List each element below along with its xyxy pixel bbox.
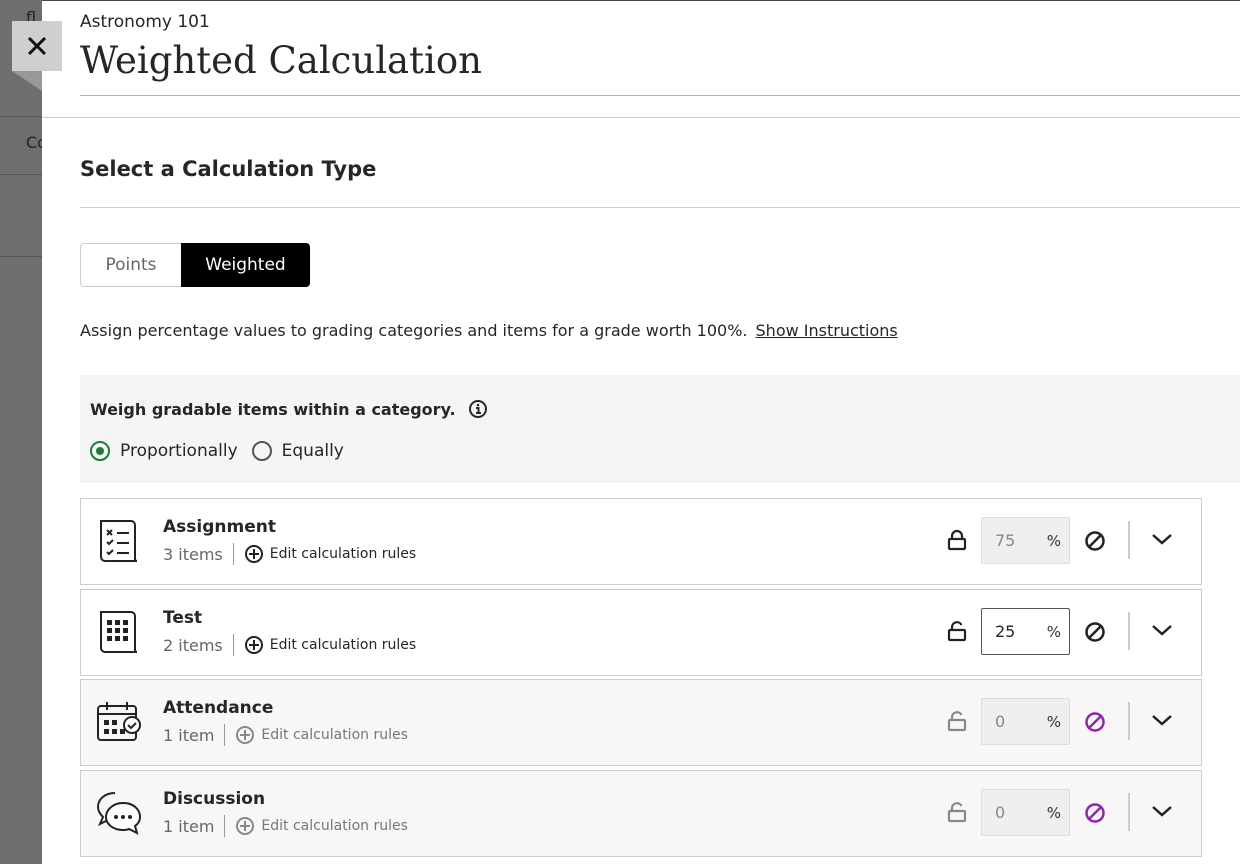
section-title: Select a Calculation Type [80, 157, 377, 181]
chevron-down-icon[interactable] [1150, 622, 1174, 642]
percent-sign: % [1046, 803, 1061, 822]
percent-sign: % [1046, 712, 1061, 731]
weight-value: 75 [995, 531, 1016, 550]
weight-value: 0 [995, 712, 1006, 731]
lock-icon[interactable] [947, 529, 967, 555]
section-divider [80, 207, 1240, 208]
edit-rules-label: Edit calculation rules [269, 546, 417, 562]
unlock-icon[interactable] [947, 710, 967, 736]
weight-value: 25 [995, 622, 1016, 641]
category-row-attendance: Attendance 1 item Edit calculation rules… [80, 679, 1202, 766]
weight-input[interactable]: 75% [981, 517, 1070, 564]
edit-calculation-rules-link[interactable]: Edit calculation rules [244, 544, 416, 564]
edit-rules-label: Edit calculation rules [261, 818, 408, 834]
item-count: 1 item [163, 725, 215, 745]
item-count: 1 item [163, 816, 215, 836]
header-divider [42, 117, 1240, 118]
edit-calculation-rules-link[interactable]: Edit calculation rules [244, 635, 416, 655]
close-button[interactable] [12, 21, 62, 71]
description-text: Assign percentage values to grading cate… [80, 321, 748, 340]
weigh-options: Weigh gradable items within a category. … [80, 375, 1240, 483]
weight-value: 0 [995, 803, 1006, 822]
info-icon[interactable] [468, 399, 488, 419]
chevron-down-icon[interactable] [1150, 712, 1174, 732]
weigh-question: Weigh gradable items within a category. [90, 399, 456, 419]
radio-selected-icon [90, 441, 110, 461]
divider [1128, 521, 1130, 559]
assignment-checklist-icon [95, 517, 143, 569]
edit-rules-label: Edit calculation rules [269, 637, 417, 653]
weighted-calculation-panel: Astronomy 101 Weighted Calculation Selec… [42, 0, 1240, 864]
page-title: Weighted Calculation [80, 39, 482, 82]
item-count: 2 items [163, 635, 223, 655]
radio-equally[interactable]: Equally [251, 441, 344, 461]
percent-sign: % [1046, 531, 1061, 550]
test-grid-icon [95, 608, 143, 660]
exclude-icon[interactable] [1084, 711, 1106, 737]
chevron-down-icon[interactable] [1150, 531, 1174, 551]
background-text: Co [26, 133, 42, 152]
radio-label: Proportionally [120, 441, 238, 461]
course-name: Astronomy 101 [80, 12, 210, 32]
weighted-button[interactable]: Weighted [181, 243, 310, 287]
category-name: Assignment [163, 517, 276, 537]
close-flap [12, 71, 42, 91]
divider [1128, 702, 1130, 740]
background-text: fl [26, 8, 37, 27]
category-name: Test [163, 608, 203, 628]
category-row-assignment: Assignment 3 items Edit calculation rule… [80, 498, 1202, 585]
divider [1128, 793, 1130, 831]
separator [232, 634, 234, 656]
plus-circle-icon [244, 545, 263, 563]
weight-input[interactable]: 25% [981, 608, 1070, 655]
separator [224, 724, 226, 746]
unlock-icon[interactable] [947, 620, 967, 646]
category-name: Attendance [163, 698, 274, 718]
calculation-type-toggle: Points Weighted [80, 243, 310, 287]
plus-circle-icon [236, 726, 255, 744]
category-name: Discussion [163, 789, 266, 809]
exclude-icon[interactable] [1084, 802, 1106, 828]
edit-calculation-rules-link: Edit calculation rules [235, 816, 408, 836]
category-row-test: Test 2 items Edit calculation rules 25% [80, 589, 1202, 676]
radio-proportionally[interactable]: Proportionally [90, 441, 238, 461]
unlock-icon[interactable] [947, 801, 967, 827]
title-divider [80, 95, 1240, 96]
item-count: 3 items [163, 544, 223, 564]
exclude-icon[interactable] [1084, 621, 1106, 647]
plus-circle-icon [244, 636, 263, 654]
chevron-down-icon[interactable] [1150, 803, 1174, 823]
weight-input[interactable]: 0% [981, 698, 1070, 745]
background-page: fl Co [0, 0, 42, 864]
attendance-calendar-icon [95, 698, 143, 750]
show-instructions-link[interactable]: Show Instructions [755, 321, 898, 340]
description: Assign percentage values to grading cate… [80, 321, 898, 340]
radio-unselected-icon [251, 441, 272, 461]
weight-input[interactable]: 0% [981, 789, 1070, 836]
radio-label: Equally [281, 441, 344, 461]
separator [232, 543, 234, 565]
separator [224, 815, 226, 837]
edit-rules-label: Edit calculation rules [261, 727, 408, 743]
discussion-bubbles-icon [95, 789, 143, 841]
edit-calculation-rules-link: Edit calculation rules [235, 725, 408, 745]
exclude-icon[interactable] [1084, 530, 1106, 556]
divider [1128, 612, 1130, 650]
percent-sign: % [1046, 622, 1061, 641]
plus-circle-icon [236, 817, 255, 835]
points-button[interactable]: Points [80, 243, 181, 287]
close-icon [27, 36, 47, 56]
category-row-discussion: Discussion 1 item Edit calculation rules… [80, 770, 1202, 857]
